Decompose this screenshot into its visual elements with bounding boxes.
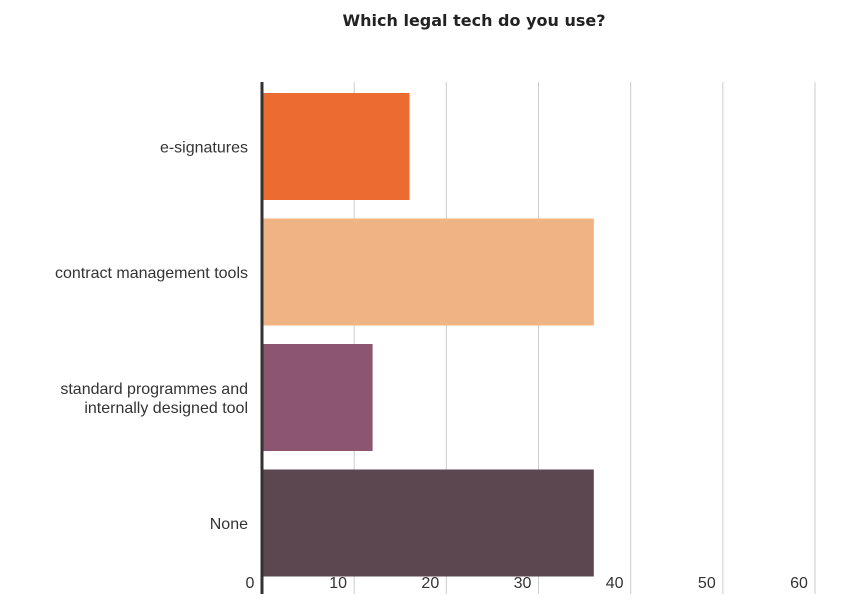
x-tick-label: 20 <box>421 575 439 592</box>
bar <box>262 344 373 451</box>
category-label: None <box>210 516 248 533</box>
chart-title: Which legal tech do you use? <box>343 11 606 30</box>
bar <box>262 469 594 577</box>
bar <box>262 218 594 326</box>
x-tick-label: 0 <box>246 575 255 592</box>
x-tick-label: 40 <box>606 575 624 592</box>
x-tick-labels: 0 10 20 30 40 50 60 <box>246 575 808 592</box>
x-tick-label: 50 <box>698 575 716 592</box>
x-tick-label: 30 <box>514 575 532 592</box>
x-tick-label: 60 <box>790 575 808 592</box>
bars <box>262 93 594 577</box>
category-label: contract management tools <box>55 265 248 282</box>
category-label: e-signatures <box>160 140 248 157</box>
category-label: standard programmes and internally design… <box>60 381 248 417</box>
bar <box>262 93 410 200</box>
category-labels: e-signatures contract management tools sta… <box>55 140 248 534</box>
x-tick-label: 10 <box>329 575 347 592</box>
